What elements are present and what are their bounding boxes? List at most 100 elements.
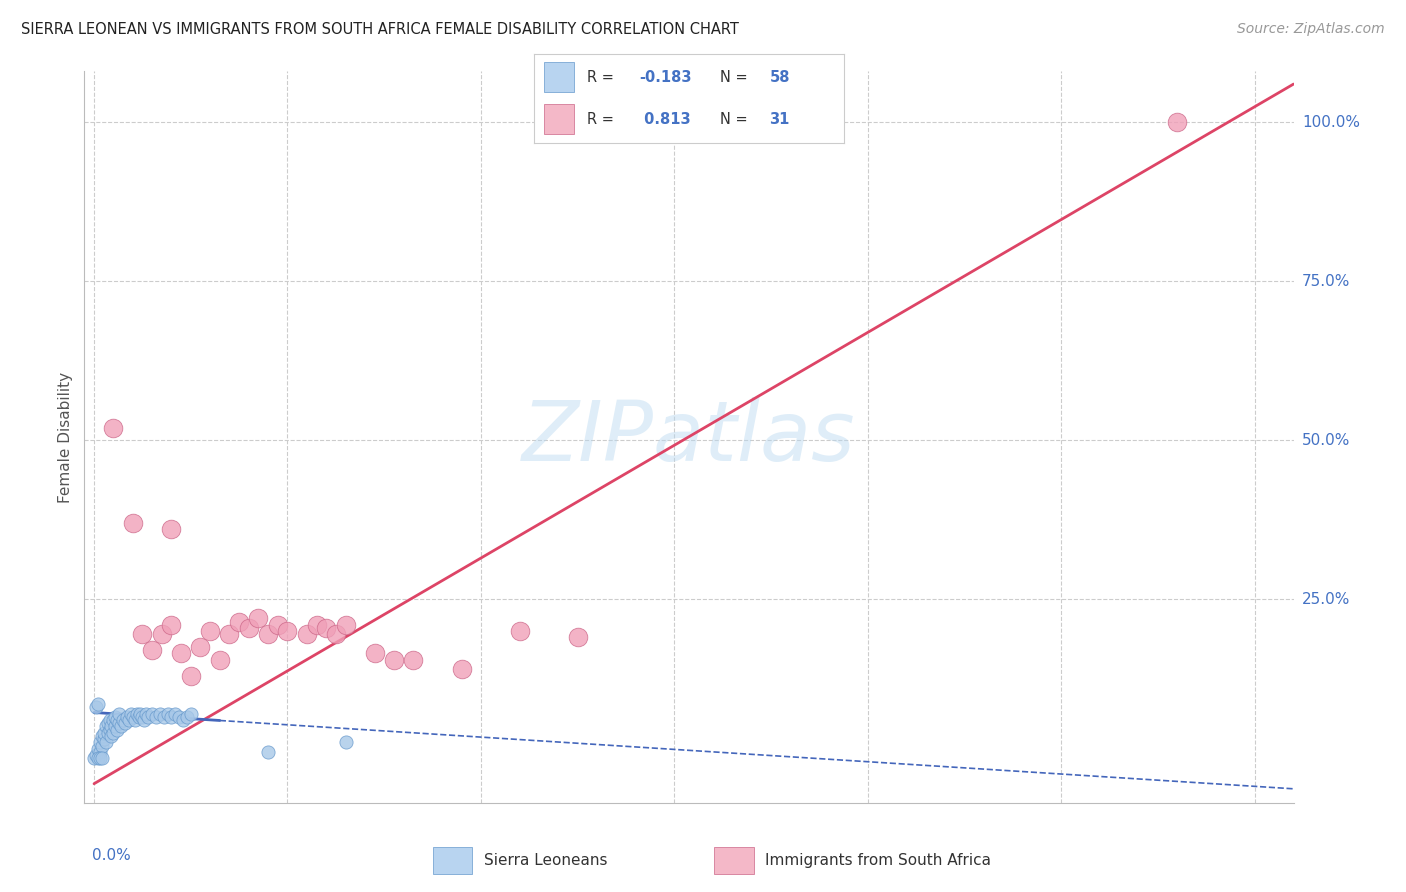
Point	[94, 719, 117, 733]
Point	[160, 710, 183, 724]
Point	[135, 706, 157, 721]
Point	[98, 723, 121, 737]
Point	[90, 729, 112, 743]
Text: R =: R =	[586, 112, 619, 127]
Point	[152, 710, 174, 724]
Point	[104, 719, 127, 733]
Point	[257, 627, 280, 641]
Text: SIERRA LEONEAN VS IMMIGRANTS FROM SOUTH AFRICA FEMALE DISABILITY CORRELATION CHA: SIERRA LEONEAN VS IMMIGRANTS FROM SOUTH …	[21, 22, 740, 37]
Point	[402, 653, 425, 667]
Text: Immigrants from South Africa: Immigrants from South Africa	[765, 854, 991, 868]
Text: 25.0%: 25.0%	[1302, 591, 1350, 607]
Point	[382, 653, 405, 667]
Point	[87, 697, 110, 711]
Point	[103, 726, 125, 740]
Point	[100, 729, 122, 743]
Text: 50.0%: 50.0%	[1302, 433, 1350, 448]
Point	[170, 646, 193, 660]
Point	[97, 726, 120, 740]
Point	[295, 627, 318, 641]
Point	[131, 710, 153, 724]
Text: R =: R =	[586, 70, 619, 85]
Point	[84, 748, 107, 763]
Point	[198, 624, 221, 638]
Point	[83, 751, 105, 765]
Point	[156, 706, 179, 721]
Point	[87, 741, 110, 756]
Point	[121, 516, 143, 530]
Point	[257, 745, 280, 759]
Point	[89, 745, 111, 759]
Point	[150, 627, 173, 641]
Point	[325, 627, 347, 641]
Text: 31: 31	[769, 112, 790, 127]
Point	[129, 706, 152, 721]
Point	[108, 716, 131, 731]
Point	[363, 646, 385, 660]
Text: 100.0%: 100.0%	[1302, 115, 1360, 129]
Point	[315, 621, 337, 635]
Text: N =: N =	[720, 70, 752, 85]
Point	[90, 751, 112, 765]
Point	[118, 713, 141, 727]
Point	[89, 735, 111, 749]
Point	[110, 719, 132, 733]
Point	[90, 739, 112, 753]
Point	[84, 700, 107, 714]
Point	[87, 751, 110, 765]
Point	[131, 627, 153, 641]
Point	[100, 719, 122, 733]
Bar	[544, 104, 575, 134]
Point	[509, 624, 531, 638]
Text: N =: N =	[720, 112, 752, 127]
Point	[121, 710, 143, 724]
Point	[94, 735, 117, 749]
Point	[134, 713, 156, 727]
Point	[165, 706, 187, 721]
Point	[112, 713, 135, 727]
Point	[335, 617, 357, 632]
Point	[567, 631, 589, 645]
Point	[120, 706, 142, 721]
Point	[228, 615, 250, 629]
Point	[93, 726, 115, 740]
Point	[160, 617, 183, 632]
Bar	[714, 847, 754, 874]
Point	[276, 624, 298, 638]
Point	[1166, 115, 1188, 129]
Point	[149, 706, 172, 721]
Bar	[433, 847, 472, 874]
Text: -0.183: -0.183	[640, 70, 692, 85]
Point	[450, 662, 472, 676]
Point	[105, 723, 128, 737]
Point	[124, 713, 146, 727]
Point	[114, 716, 136, 731]
Point	[145, 710, 167, 724]
Point	[238, 621, 260, 635]
Point	[180, 668, 202, 682]
Point	[141, 706, 163, 721]
Point	[136, 710, 159, 724]
Point	[89, 751, 111, 765]
Point	[208, 653, 231, 667]
Point	[190, 640, 212, 654]
Point	[141, 643, 163, 657]
Point	[108, 706, 131, 721]
Y-axis label: Female Disability: Female Disability	[58, 371, 73, 503]
Point	[103, 713, 125, 727]
Text: 75.0%: 75.0%	[1302, 274, 1350, 289]
Point	[218, 627, 240, 641]
Text: ZIPatlas: ZIPatlas	[522, 397, 856, 477]
Point	[267, 617, 290, 632]
Point	[104, 710, 127, 724]
Text: 0.813: 0.813	[640, 112, 692, 127]
Bar	[544, 62, 575, 92]
Text: Sierra Leoneans: Sierra Leoneans	[484, 854, 607, 868]
Text: 58: 58	[769, 70, 790, 85]
Point	[98, 713, 121, 727]
Point	[305, 617, 328, 632]
Point	[247, 611, 270, 625]
Point	[176, 710, 198, 724]
Point	[335, 735, 357, 749]
Point	[115, 710, 138, 724]
